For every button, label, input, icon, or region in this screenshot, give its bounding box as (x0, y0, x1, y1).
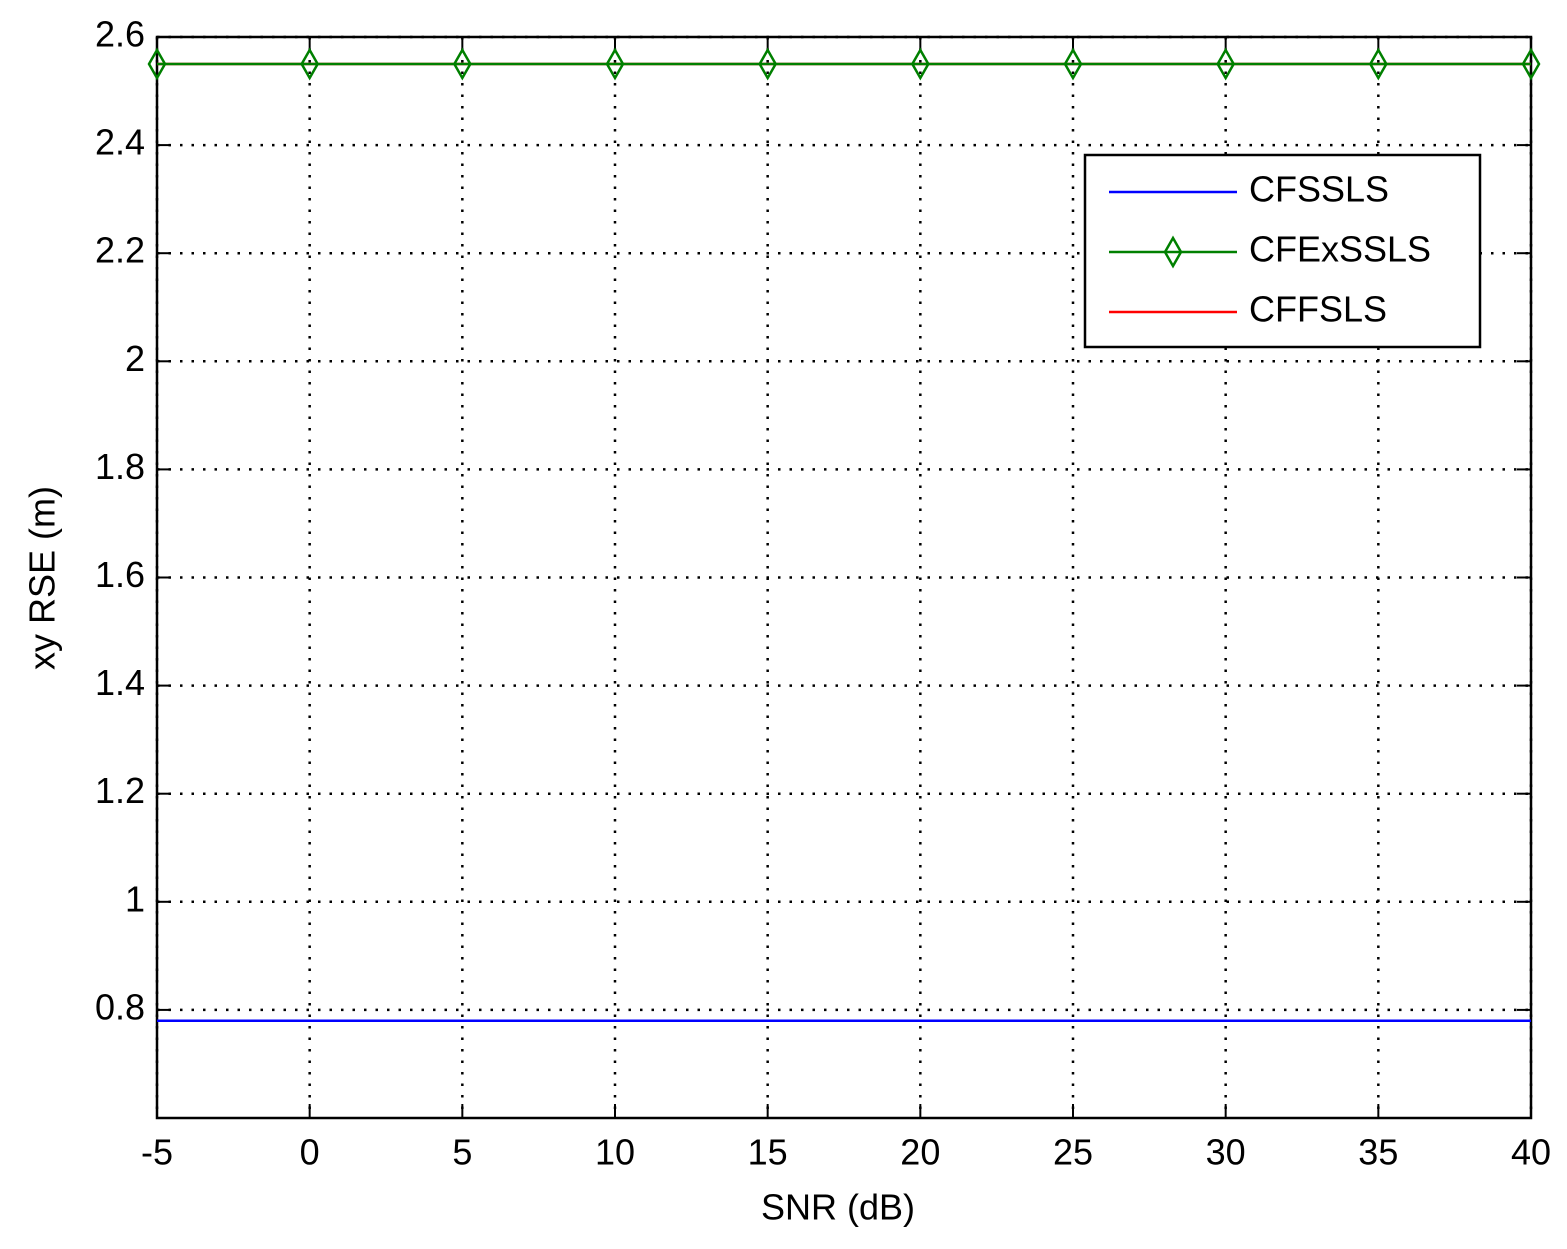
plot-frame (155, 35, 1533, 1120)
marker (1368, 47, 1388, 81)
legend-label: CFFSLS (1249, 289, 1387, 330)
x-tick-label: 5 (452, 1132, 472, 1173)
marker (605, 47, 625, 81)
y-tick-label: 1.6 (95, 554, 145, 595)
y-tick-label: 2.6 (95, 14, 145, 55)
marker (147, 47, 167, 81)
legend-label: CFExSSLS (1249, 229, 1431, 270)
marker (1063, 47, 1083, 81)
marker (1216, 47, 1236, 81)
legend-marker (1163, 235, 1183, 269)
marker (300, 47, 320, 81)
x-tick-label: 0 (300, 1132, 320, 1173)
y-tick-label: 2 (125, 338, 145, 379)
x-tick-label: 35 (1358, 1132, 1398, 1173)
marker (910, 47, 930, 81)
y-tick-label: 1.2 (95, 770, 145, 811)
x-tick-label: 10 (595, 1132, 635, 1173)
x-tick-label: 30 (1206, 1132, 1246, 1173)
y-tick-label: 1 (125, 878, 145, 919)
marker (452, 47, 472, 81)
x-tick-label: 15 (748, 1132, 788, 1173)
x-tick-label: 25 (1053, 1132, 1093, 1173)
marker (1521, 47, 1541, 81)
marker (758, 47, 778, 81)
x-tick-label: 20 (900, 1132, 940, 1173)
y-tick-label: 1.8 (95, 446, 145, 487)
legend-label: CFSSLS (1249, 169, 1389, 210)
y-axis-label: xy RSE (m) (22, 486, 63, 670)
y-tick-label: 1.4 (95, 662, 145, 703)
x-axis-label: SNR (dB) (761, 1187, 915, 1228)
y-tick-label: 2.2 (95, 230, 145, 271)
y-tick-label: 2.4 (95, 122, 145, 163)
x-tick-label: 40 (1511, 1132, 1551, 1173)
y-tick-label: 0.8 (95, 986, 145, 1027)
x-tick-label: -5 (141, 1132, 173, 1173)
